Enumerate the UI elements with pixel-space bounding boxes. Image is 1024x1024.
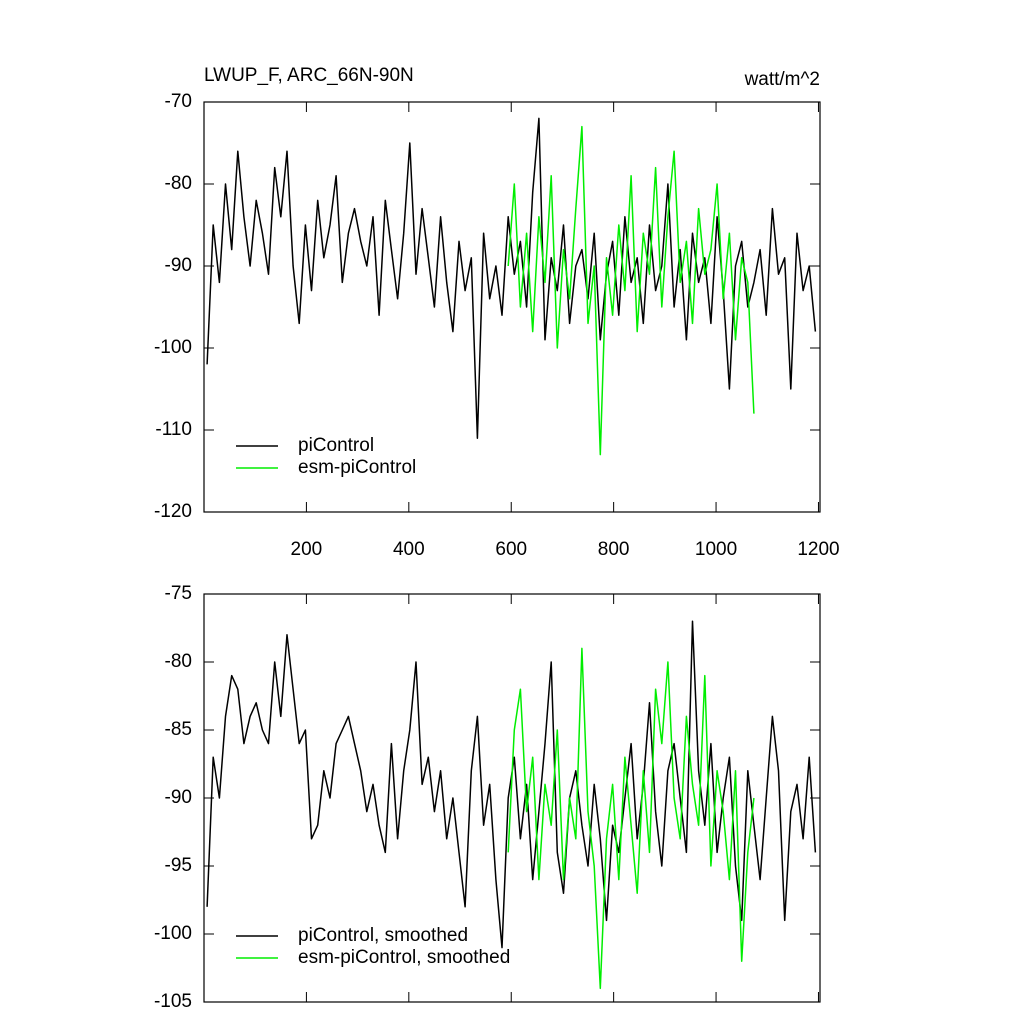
y-tick-label: -70 (165, 91, 192, 112)
y-tick-label: -80 (165, 651, 192, 672)
y-tick-label: -75 (165, 583, 192, 604)
x-tick-label: 400 (393, 539, 425, 560)
series-line (206, 117, 817, 439)
legend-label: esm-piControl (298, 457, 416, 478)
y-tick-label: -100 (154, 923, 192, 944)
x-tick-label: 1000 (695, 539, 737, 560)
x-tick-label: 600 (495, 539, 527, 560)
x-tick-label: 200 (291, 539, 323, 560)
y-tick-label: -90 (165, 255, 192, 276)
y-tick-label: -85 (165, 719, 192, 740)
series-line (507, 125, 755, 456)
y-tick-label: -120 (154, 501, 192, 522)
legend-label: piControl, smoothed (298, 925, 468, 946)
plot-frame (203, 101, 821, 513)
x-tick-label: 800 (598, 539, 630, 560)
y-tick-label: -100 (154, 337, 192, 358)
legend-label: esm-piControl, smoothed (298, 947, 510, 968)
plot-frame (203, 593, 821, 1003)
y-tick-label: -90 (165, 787, 192, 808)
y-tick-label: -110 (155, 419, 192, 440)
series-line (507, 647, 755, 990)
legend-label: piControl (298, 435, 374, 456)
x-tick-label: 1200 (797, 539, 839, 560)
y-tick-label: -105 (154, 991, 192, 1012)
units-label: watt/m^2 (744, 69, 820, 90)
chart-title: LWUP_F, ARC_66N-90N (204, 65, 414, 86)
y-tick-label: -80 (165, 173, 192, 194)
y-tick-label: -95 (165, 855, 192, 876)
